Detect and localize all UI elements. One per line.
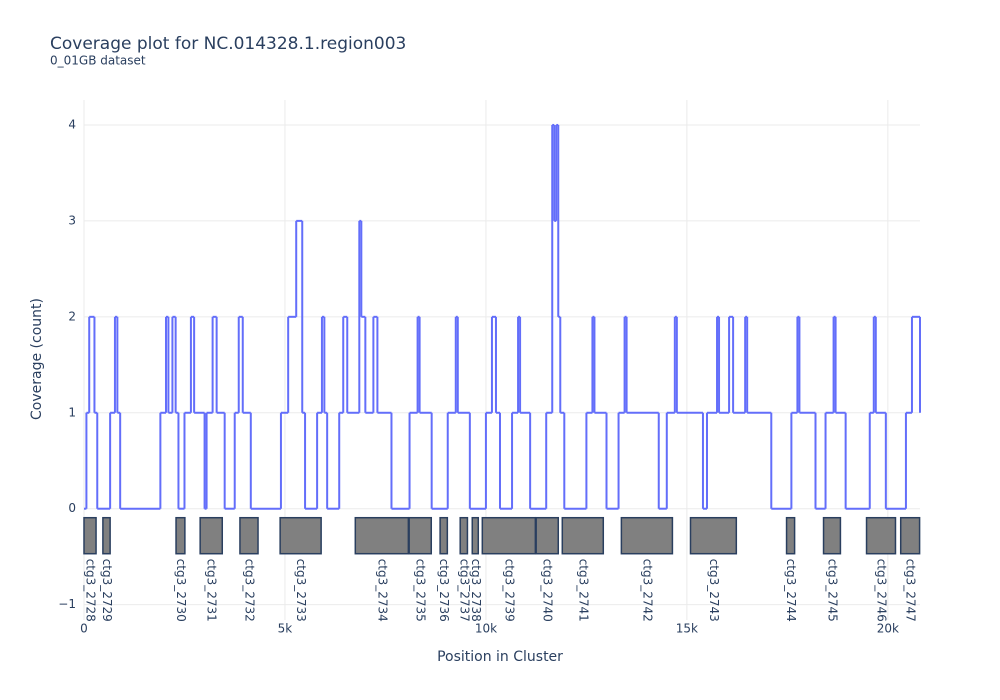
x-tick-label: 15k [676, 622, 698, 636]
contig-box [199, 516, 224, 555]
y-tick-label: 0 [68, 501, 76, 515]
contig-box [822, 516, 842, 555]
contig-box [354, 516, 410, 555]
y-tick-label: 2 [68, 309, 76, 323]
contig-label: ctg3_2739 [502, 559, 516, 622]
contig-label: ctg3_2736 [437, 559, 451, 622]
contig-box [785, 516, 796, 555]
contig-label: ctg3_2743 [707, 559, 721, 622]
contig-label: ctg3_2746 [875, 559, 889, 622]
contig-box [471, 516, 480, 555]
y-tick-label: −1 [58, 597, 76, 611]
contig-label: ctg3_2738 [469, 559, 483, 622]
contig-label: ctg3_2734 [375, 559, 389, 622]
contig-box [459, 516, 469, 555]
contig-label: ctg3_2747 [904, 559, 918, 622]
y-tick-label: 1 [68, 405, 76, 419]
contig-box [689, 516, 738, 555]
contig-box [83, 516, 97, 555]
contig-box [408, 516, 433, 555]
contig-label: ctg3_2733 [294, 559, 308, 622]
contig-label: ctg3_2728 [84, 559, 98, 622]
contig-label: ctg3_2730 [174, 559, 188, 622]
contig-label: ctg3_2737 [457, 559, 471, 622]
contig-box [535, 516, 560, 555]
contig-label: ctg3_2742 [640, 559, 654, 622]
x-tick-label: 0 [80, 622, 88, 636]
contig-label: ctg3_2729 [100, 559, 114, 622]
contig-box [620, 516, 674, 555]
chart-title: Coverage plot for NC.014328.1.region003 [50, 34, 406, 54]
contig-box [175, 516, 186, 555]
contig-box [899, 516, 921, 555]
contig-box [439, 516, 449, 555]
chart-subtitle: 0_01GB dataset [50, 54, 146, 68]
contig-box [102, 516, 111, 555]
contig-label: ctg3_2735 [414, 559, 428, 622]
contig-label: ctg3_2741 [576, 559, 590, 622]
contig-box [865, 516, 897, 555]
contig-box [561, 516, 605, 555]
contig-label: ctg3_2740 [541, 559, 555, 622]
contig-box [239, 516, 259, 555]
x-axis-title: Position in Cluster [437, 649, 563, 665]
x-tick-label: 20k [877, 622, 899, 636]
x-tick-label: 5k [278, 622, 293, 636]
contig-label: ctg3_2744 [784, 559, 798, 622]
contig-box [279, 516, 322, 555]
y-axis-title: Coverage (count) [29, 298, 45, 420]
contig-label: ctg3_2732 [242, 559, 256, 622]
x-tick-label: 10k [475, 622, 497, 636]
y-tick-label: 4 [68, 117, 76, 131]
contig-label: ctg3_2745 [825, 559, 839, 622]
y-tick-label: 3 [68, 213, 76, 227]
contig-box [481, 516, 537, 555]
contig-label: ctg3_2731 [205, 559, 219, 622]
